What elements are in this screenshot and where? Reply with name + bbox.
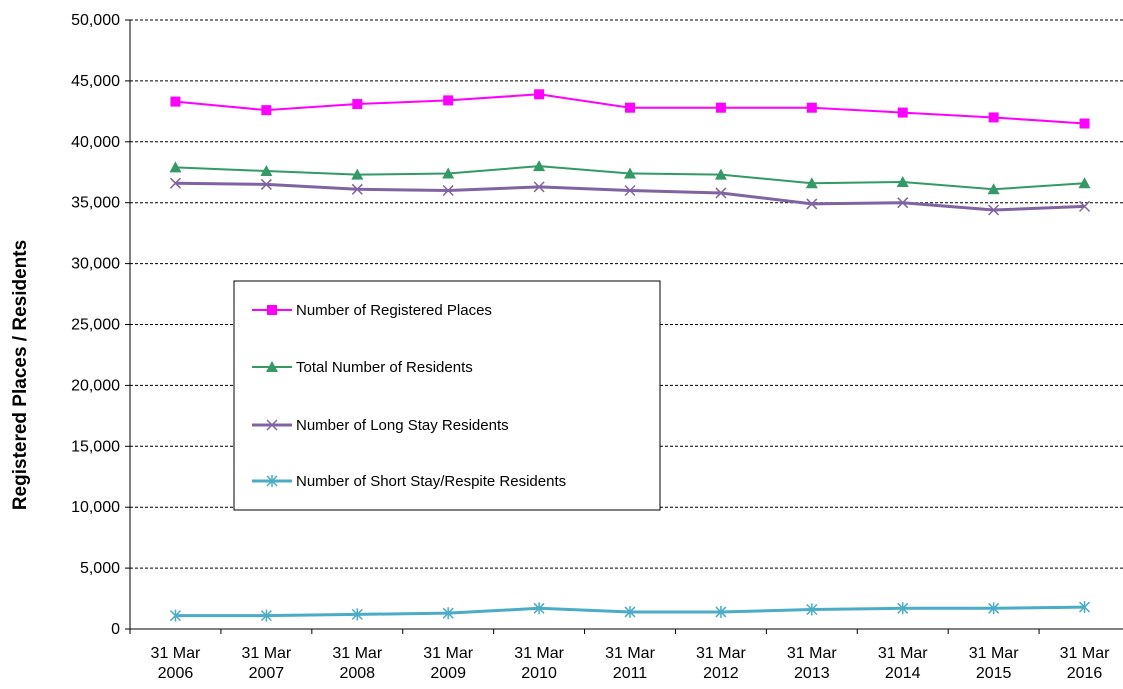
legend: Number of Registered Places Total Number … (233, 280, 661, 511)
data-point (1079, 200, 1091, 212)
data-point (806, 102, 817, 113)
x-tick-label: 31 Mar 2014 (878, 645, 928, 682)
data-point (443, 95, 454, 106)
legend-items: Number of Registered Places Total Number … (252, 302, 566, 490)
y-tick-label: 25,000 (71, 317, 120, 334)
axes (125, 19, 1123, 634)
legend-label: Number of Long Stay Residents (296, 417, 509, 434)
data-point (260, 165, 273, 177)
legend-item: Number of Registered Places (252, 302, 492, 319)
x-tick-label: 31 Mar 2012 (696, 645, 746, 682)
data-point (170, 96, 181, 107)
x-tick-label: 31 Mar 2016 (1060, 645, 1110, 682)
data-point (442, 167, 455, 179)
data-point (169, 177, 181, 189)
data-point (624, 167, 636, 179)
y-tick-label: 30,000 (71, 256, 120, 273)
x-tick-label: 31 Mar 2013 (787, 645, 837, 682)
series-total-number-of-residents (169, 160, 1091, 195)
series-number-of-registered-places (170, 89, 1090, 129)
legend-item: Number of Short Stay/Respite Residents (252, 473, 566, 490)
y-tick-label: 45,000 (71, 73, 120, 90)
data-point (714, 168, 727, 180)
series (169, 89, 1091, 622)
legend-swatch-marker (266, 419, 278, 431)
data-point (897, 197, 909, 209)
data-point (896, 175, 909, 187)
data-point (261, 105, 272, 116)
data-point (1078, 177, 1091, 189)
data-point (987, 183, 1000, 195)
data-point (897, 107, 908, 118)
data-point (260, 178, 272, 190)
data-point (260, 609, 272, 622)
x-tick-label: 31 Mar 2011 (605, 645, 655, 682)
data-point (715, 605, 727, 618)
legend-label: Total Number of Residents (296, 359, 473, 376)
data-point (897, 602, 909, 615)
legend-item: Total Number of Residents (252, 359, 473, 376)
data-point (624, 184, 636, 197)
y-tick-label: 40,000 (71, 134, 120, 151)
legend-item: Number of Long Stay Residents (252, 417, 509, 434)
data-point (988, 112, 999, 123)
data-point (624, 605, 636, 618)
y-tick-label: 5,000 (80, 560, 120, 577)
data-point (169, 161, 182, 173)
x-tick-label: 31 Mar 2015 (969, 645, 1019, 682)
data-point (533, 181, 545, 193)
x-tick-labels: 31 Mar 2006 31 Mar 2007 31 Mar 2008 31 Mar 2009… (151, 645, 1111, 682)
data-point (715, 187, 727, 199)
series-number-of-short-stay-respite-residents (169, 601, 1091, 622)
data-point (625, 102, 635, 113)
y-tick-label: 50,000 (71, 12, 120, 29)
y-tick-label: 35,000 (71, 195, 120, 212)
data-point (533, 602, 545, 615)
data-point (351, 183, 363, 195)
data-point (352, 99, 363, 110)
data-point (806, 198, 818, 210)
data-point (988, 602, 1000, 615)
x-tick-label: 31 Mar 2009 (423, 645, 473, 682)
legend-box (233, 280, 661, 511)
x-tick-label: 31 Mar 2008 (332, 645, 382, 682)
data-point (1079, 601, 1091, 614)
series-line (175, 181, 1085, 212)
x-tick-label: 31 Mar 2006 (151, 645, 201, 682)
legend-label: Number of Short Stay/Respite Residents (296, 473, 566, 490)
data-point (805, 177, 818, 189)
y-tick-label: 10,000 (71, 499, 120, 516)
legend-label: Number of Registered Places (296, 302, 492, 319)
data-point (351, 608, 363, 621)
data-point (442, 184, 454, 197)
y-tick-label: 20,000 (71, 377, 120, 394)
legend-swatch-marker (266, 361, 278, 372)
x-tick-label: 31 Mar 2010 (514, 645, 564, 682)
data-point (988, 204, 1000, 216)
y-tick-labels: 0 5,000 10,000 15,000 20,000 25,000 30,000 35,0… (71, 12, 120, 638)
data-point (715, 102, 726, 113)
data-point (533, 160, 546, 172)
data-point (806, 603, 818, 616)
x-tick-label: 31 Mar 2007 (241, 645, 291, 682)
y-axis-label: Registered Places / Residents (10, 240, 31, 510)
series-number-of-long-stay-residents (169, 177, 1091, 216)
y-tick-label: 15,000 (71, 438, 120, 455)
legend-swatch-marker (267, 305, 277, 315)
data-point (534, 89, 545, 100)
legend-swatch-marker (266, 475, 278, 487)
data-point (351, 168, 364, 180)
data-point (1079, 118, 1090, 129)
data-point (442, 607, 454, 620)
data-point (169, 609, 181, 622)
y-tick-label: 0 (111, 621, 120, 638)
